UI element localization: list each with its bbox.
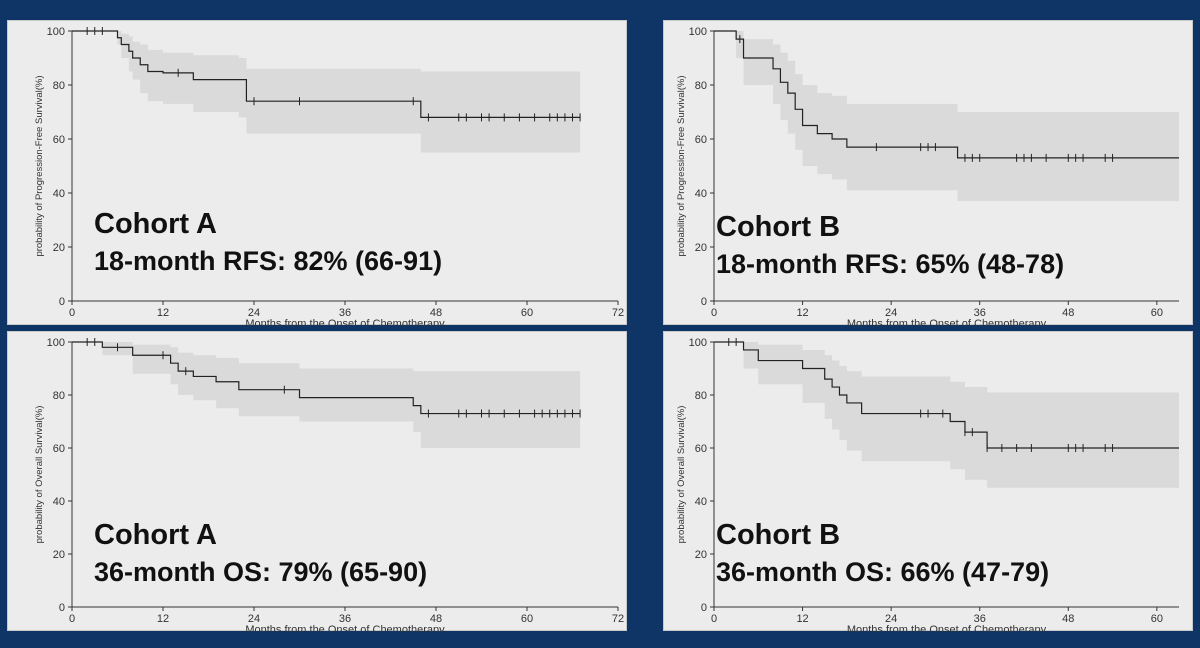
y-tick-label: 40 [53, 496, 65, 508]
x-tick-label: 12 [157, 613, 169, 625]
x-tick-label: 24 [885, 307, 897, 319]
survival-stat: 18-month RFS: 82% (66-91) [94, 245, 443, 276]
y-tick-label: 20 [695, 242, 707, 254]
chart-annotation: Cohort B 36-month OS: 66% (47-79) [716, 517, 1049, 590]
y-tick-label: 20 [695, 549, 707, 561]
y-tick-label: 20 [53, 549, 65, 561]
x-tick-label: 36 [974, 613, 986, 625]
x-tick-label: 12 [796, 307, 808, 319]
y-tick-label: 60 [53, 443, 65, 455]
y-axis-title: probability of Progression-Free Survival… [676, 75, 687, 256]
x-tick-label: 24 [248, 613, 260, 625]
y-tick-label: 100 [689, 26, 707, 38]
cohort-label: Cohort A [94, 519, 217, 551]
x-tick-label: 36 [339, 307, 351, 319]
x-tick-label: 60 [1151, 613, 1163, 625]
y-tick-label: 100 [47, 26, 65, 38]
x-tick-label: 0 [69, 307, 75, 319]
y-tick-label: 40 [695, 496, 707, 508]
y-tick-label: 100 [47, 337, 65, 349]
y-tick-label: 80 [695, 390, 707, 402]
x-tick-label: 24 [885, 613, 897, 625]
x-tick-label: 12 [796, 613, 808, 625]
chart-panel-cohort-b-os: 0 20 40 60 80 100 0 12 24 36 48 60 Months from the O… [663, 331, 1193, 632]
y-tick-label: 80 [53, 390, 65, 402]
x-tick-label: 48 [430, 613, 442, 625]
km-plot: 0 20 40 60 80 100 0 12 24 36 48 60 72 Months from the… [34, 26, 624, 326]
y-tick-label: 60 [53, 134, 65, 146]
survival-curve [72, 341, 581, 415]
survival-curve [72, 30, 581, 118]
x-tick-label: 72 [612, 307, 624, 319]
y-axis-title: probability of Progression-Free Survival… [34, 75, 45, 256]
y-tick-label: 80 [695, 80, 707, 92]
y-axis-title: probability of Overall Survival(%) [676, 406, 687, 544]
y-tick-label: 40 [53, 188, 65, 200]
survival-stat: 36-month OS: 79% (65-90) [94, 556, 428, 587]
y-tick-label: 40 [695, 188, 707, 200]
x-tick-label: 60 [521, 613, 533, 625]
y-tick-label: 20 [53, 242, 65, 254]
y-tick-label: 60 [695, 134, 707, 146]
y-tick-label: 0 [701, 602, 707, 614]
confidence-band [714, 31, 1179, 202]
km-plot: 0 20 40 60 80 100 0 12 24 36 48 60 Months from the O… [676, 337, 1179, 632]
x-tick-label: 60 [1151, 307, 1163, 319]
x-tick-label: 0 [69, 613, 75, 625]
survival-stat: 18-month RFS: 65% (48-78) [716, 248, 1065, 279]
y-tick-label: 60 [695, 443, 707, 455]
x-tick-label: 0 [711, 307, 717, 319]
confidence-band [72, 342, 581, 448]
y-tick-label: 80 [53, 80, 65, 92]
x-tick-label: 0 [711, 613, 717, 625]
x-axis-title: Months from the Onset of Chemotherapy [245, 318, 445, 326]
chart-panel-cohort-a-rfs: 0 20 40 60 80 100 0 12 24 36 48 60 72 Months from the… [7, 20, 627, 326]
chart-panel-cohort-a-os: 0 20 40 60 80 100 0 12 24 36 48 60 72 Months from the… [7, 331, 627, 632]
cohort-label: Cohort A [94, 208, 217, 240]
x-tick-label: 48 [1062, 307, 1074, 319]
chart-annotation: Cohort B 18-month RFS: 65% (48-78) [716, 209, 1064, 282]
x-axis-title: Months from the Onset of Chemotherapy [847, 318, 1047, 326]
x-tick-label: 24 [248, 307, 260, 319]
survival-curve [714, 341, 1179, 449]
confidence-band [72, 31, 581, 153]
x-tick-label: 48 [430, 307, 442, 319]
cohort-label: Cohort B [716, 519, 841, 551]
survival-stat: 36-month OS: 66% (47-79) [716, 556, 1050, 587]
x-tick-label: 36 [974, 307, 986, 319]
chart-panel-cohort-b-rfs: 0 20 40 60 80 100 0 12 24 36 48 60 Months from the O… [663, 20, 1193, 326]
y-tick-label: 0 [59, 602, 65, 614]
x-tick-label: 72 [612, 613, 624, 625]
km-plot: 0 20 40 60 80 100 0 12 24 36 48 60 Months from the O… [676, 26, 1179, 326]
chart-annotation: Cohort A 36-month OS: 79% (65-90) [94, 517, 427, 590]
x-axis-title: Months from the Onset of Chemotherapy [847, 624, 1047, 632]
x-tick-label: 60 [521, 307, 533, 319]
x-axis-title: Months from the Onset of Chemotherapy [245, 624, 445, 632]
x-tick-label: 48 [1062, 613, 1074, 625]
y-tick-label: 0 [59, 296, 65, 308]
chart-annotation: Cohort A 18-month RFS: 82% (66-91) [94, 206, 442, 279]
confidence-band [714, 342, 1179, 488]
y-tick-label: 100 [689, 337, 707, 349]
y-axis-title: probability of Overall Survival(%) [34, 406, 45, 544]
survival-curve [714, 30, 1179, 159]
cohort-label: Cohort B [716, 211, 841, 243]
km-plot: 0 20 40 60 80 100 0 12 24 36 48 60 72 Months from the… [34, 337, 624, 632]
x-tick-label: 12 [157, 307, 169, 319]
x-tick-label: 36 [339, 613, 351, 625]
y-tick-label: 0 [701, 296, 707, 308]
